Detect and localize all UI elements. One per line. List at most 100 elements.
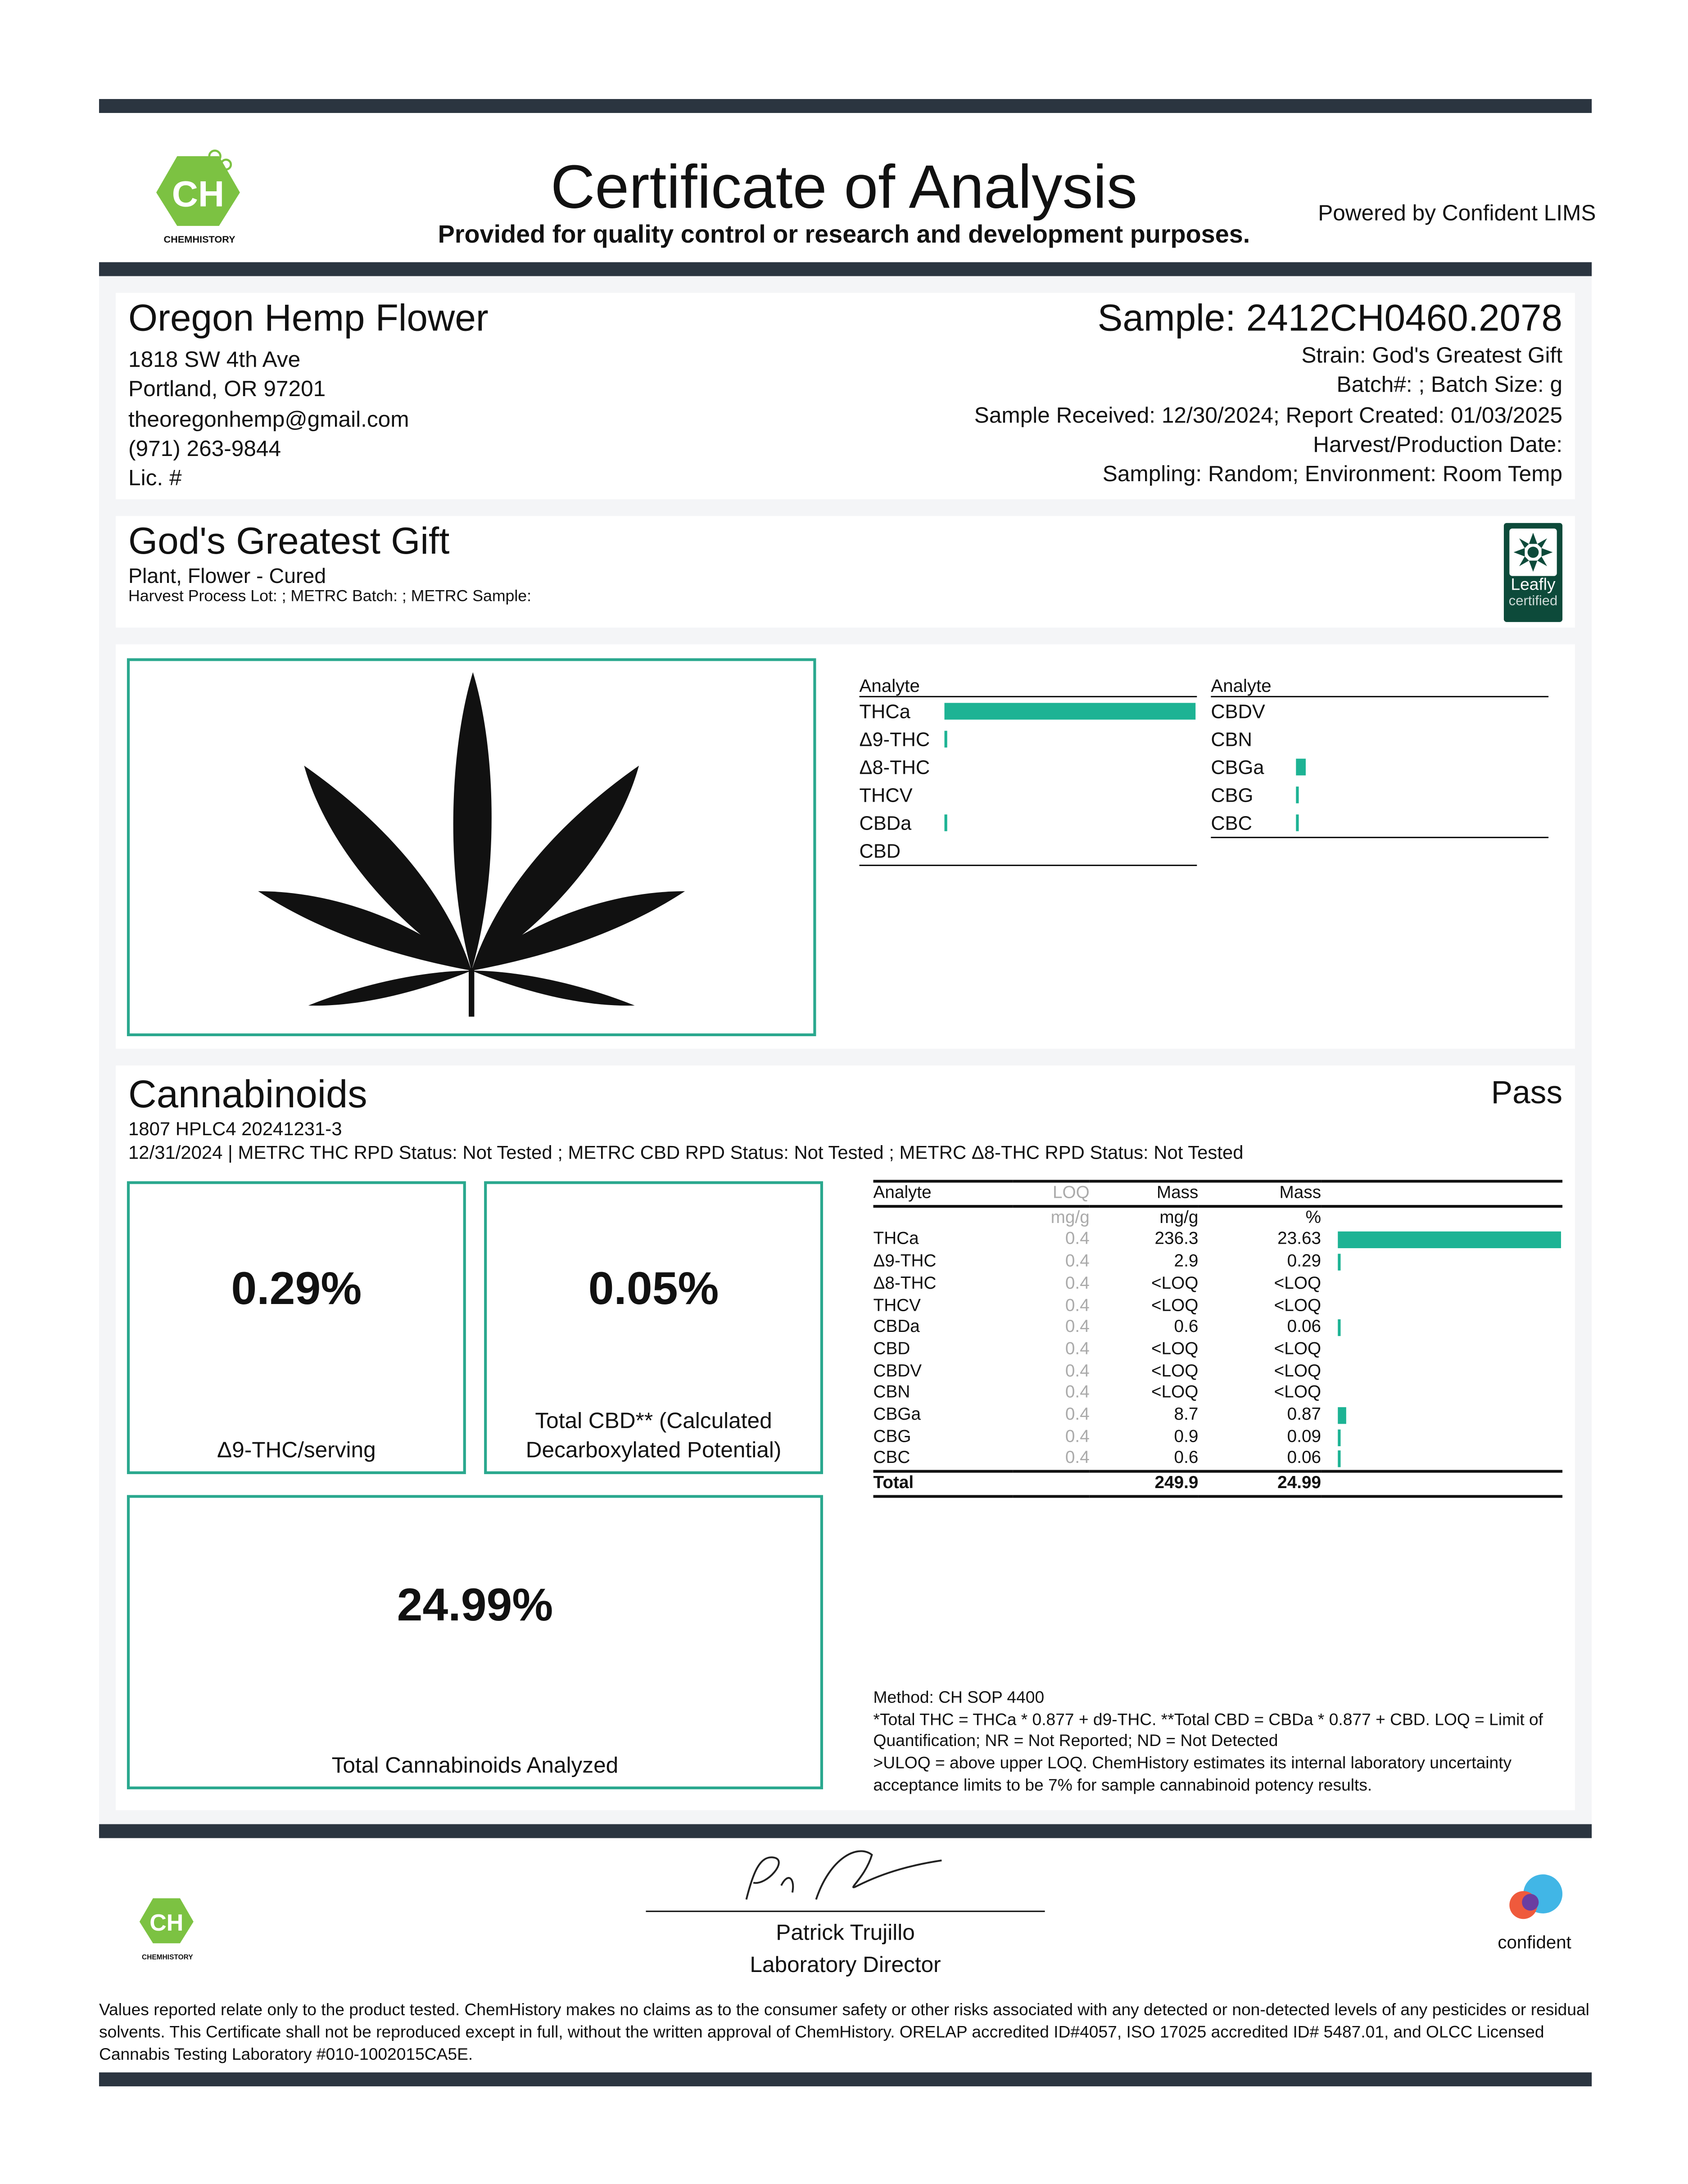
cannabinoids-table: Analyte LOQ Mass Mass mg/g mg/g % THCa 0.… (873, 1180, 1563, 1498)
mass-bar (1338, 1451, 1341, 1468)
client-email: theoregonhemp@gmail.com (128, 408, 409, 432)
signatory-title: Laboratory Director (750, 1954, 941, 1978)
unit-loq: mg/g (1050, 1207, 1090, 1227)
summary-analyte: CBGa (1211, 756, 1264, 778)
cell-mg: 0.6 (1174, 1448, 1199, 1468)
product-card: God's Greatest Gift Plant, Flower - Cure… (116, 516, 1575, 628)
notes: *Total THC = THCa * 0.877 + d9-THC. **To… (873, 1709, 1543, 1751)
total-cannabinoids-value: 24.99% (397, 1579, 553, 1630)
sample-sampling: Sampling: Random; Environment: Room Temp (1102, 463, 1563, 487)
leafly-badge: Leafly certified (1503, 523, 1563, 622)
cell-mg: <LOQ (1151, 1360, 1199, 1381)
client-phone: (971) 263-9844 (128, 438, 281, 462)
cannabis-leaf-icon (258, 672, 685, 1017)
cell-analyte: CBDV (873, 1360, 922, 1381)
cell-mg: 0.6 (1174, 1317, 1199, 1336)
chemhistory-footer-logo: CH CHEMHISTORY (137, 1891, 198, 1962)
cell-loq: 0.4 (1065, 1273, 1090, 1293)
cell-pct: 23.63 (1277, 1229, 1321, 1249)
summary-analyte: CBG (1211, 784, 1254, 806)
cell-mg: <LOQ (1151, 1382, 1199, 1402)
method-notes: Method: CH SOP 4400 *Total THC = THCa * … (873, 1688, 1563, 1797)
summary-row: CBGa (1211, 753, 1548, 781)
col-loq: LOQ (1052, 1182, 1090, 1202)
unit-mg: mg/g (1159, 1207, 1199, 1227)
summary-bar (1296, 786, 1299, 803)
summary-row: Δ9-THC (860, 725, 1197, 753)
sample-batch: Batch#: ; Batch Size: g (1336, 374, 1563, 398)
leafly-text: Leafly (1511, 574, 1556, 594)
thc-serving-label: Δ9-THC/serving (217, 1439, 376, 1463)
summary-row: CBG (1211, 781, 1548, 809)
cell-mg: 2.9 (1174, 1251, 1199, 1271)
summary-bar (944, 731, 948, 748)
mass-bar (1338, 1429, 1341, 1446)
table-row: CBDV 0.4 <LOQ <LOQ (873, 1361, 1563, 1383)
cell-pct: 0.09 (1287, 1426, 1321, 1446)
header-bar (99, 262, 1592, 276)
summary-left: Analyte THCa Δ9-THC Δ8-THC THCV CBDa CBD (859, 675, 1197, 866)
cell-loq: 0.4 (1065, 1251, 1090, 1271)
cell-pct: 0.87 (1287, 1404, 1321, 1424)
cell-loq: 0.4 (1065, 1339, 1090, 1358)
sample-harvest: Harvest/Production Date: (1313, 433, 1563, 457)
table-row: Δ9-THC 0.4 2.9 0.29 (873, 1251, 1563, 1273)
summary-bar (944, 703, 1196, 720)
summary-right-header: Analyte (1211, 675, 1549, 698)
cell-mg: <LOQ (1151, 1295, 1199, 1315)
summary-row: CBC (1211, 809, 1548, 837)
summary-analyte: CBC (1211, 812, 1252, 834)
rpd-status: 12/31/2024 | METRC THC RPD Status: Not T… (128, 1142, 1244, 1163)
cell-loq: 0.4 (1065, 1360, 1090, 1381)
disclaimer: Values reported relate only to the produ… (99, 1999, 1589, 2064)
summary-bar (1296, 814, 1299, 831)
section-title: Cannabinoids (128, 1072, 367, 1116)
cell-mg: <LOQ (1151, 1273, 1199, 1293)
total-pct: 24.99 (1277, 1473, 1321, 1493)
mass-bar (1338, 1232, 1561, 1249)
cell-mg: <LOQ (1151, 1339, 1199, 1358)
table-row: CBC 0.4 0.6 0.06 (873, 1448, 1563, 1471)
product-name: God's Greatest Gift (128, 520, 450, 562)
client-address2: Portland, OR 97201 (128, 378, 326, 402)
confident-logo: confident (1479, 1872, 1590, 1953)
cell-analyte: Δ9-THC (873, 1251, 937, 1271)
col-analyte: Analyte (873, 1182, 932, 1202)
sample-id: Sample: 2412CH0460.2078 (1097, 297, 1563, 339)
client-sample-card: Oregon Hemp Flower 1818 SW 4th Ave Portl… (116, 293, 1575, 500)
summary-row: THCa (860, 697, 1197, 725)
col-mass-mg: Mass (1156, 1182, 1199, 1202)
client-name: Oregon Hemp Flower (128, 297, 489, 339)
mass-bar (1338, 1254, 1341, 1271)
total-label: Total (873, 1473, 914, 1493)
table-row: CBG 0.4 0.9 0.09 (873, 1426, 1563, 1448)
instrument: 1807 HPLC4 20241231-3 (128, 1118, 342, 1140)
summary-left-header: Analyte (859, 675, 1197, 698)
cell-pct: 0.06 (1287, 1317, 1321, 1336)
cell-mg: 236.3 (1154, 1229, 1199, 1249)
summary-analyte: THCa (859, 700, 910, 722)
summary-row: THCV (860, 781, 1197, 809)
thc-serving-value: 0.29% (231, 1262, 362, 1314)
summary-bar (944, 814, 947, 831)
signatory: Patrick Trujillo Laboratory Director (646, 1918, 1045, 1982)
summary-analyte: CBD (859, 839, 901, 862)
cell-mg: 0.9 (1174, 1426, 1199, 1446)
bottom-bar (99, 2072, 1592, 2087)
svg-text:CH: CH (172, 174, 224, 215)
total-cbd-label: Total CBD** (Calculated Decarboxylated P… (525, 1410, 782, 1463)
table-row: CBD 0.4 <LOQ <LOQ (873, 1339, 1563, 1361)
method: Method: CH SOP 4400 (873, 1687, 1045, 1707)
total-cbd-box: 0.05% Total CBD** (Calculated Decarboxyl… (484, 1181, 823, 1474)
client-address1: 1818 SW 4th Ave (128, 348, 301, 373)
table-row: CBDa 0.4 0.6 0.06 (873, 1317, 1563, 1339)
summary-analyte: CBDa (859, 812, 912, 834)
cell-loq: 0.4 (1065, 1404, 1090, 1424)
footer-bar (99, 1824, 1592, 1838)
cell-loq: 0.4 (1065, 1448, 1090, 1468)
summary-card: Analyte THCa Δ9-THC Δ8-THC THCV CBDa CBD Anal… (116, 644, 1575, 1049)
leafly-certified: certified (1508, 594, 1558, 609)
cell-analyte: CBGa (873, 1404, 921, 1424)
col-mass-pct: Mass (1279, 1182, 1321, 1202)
